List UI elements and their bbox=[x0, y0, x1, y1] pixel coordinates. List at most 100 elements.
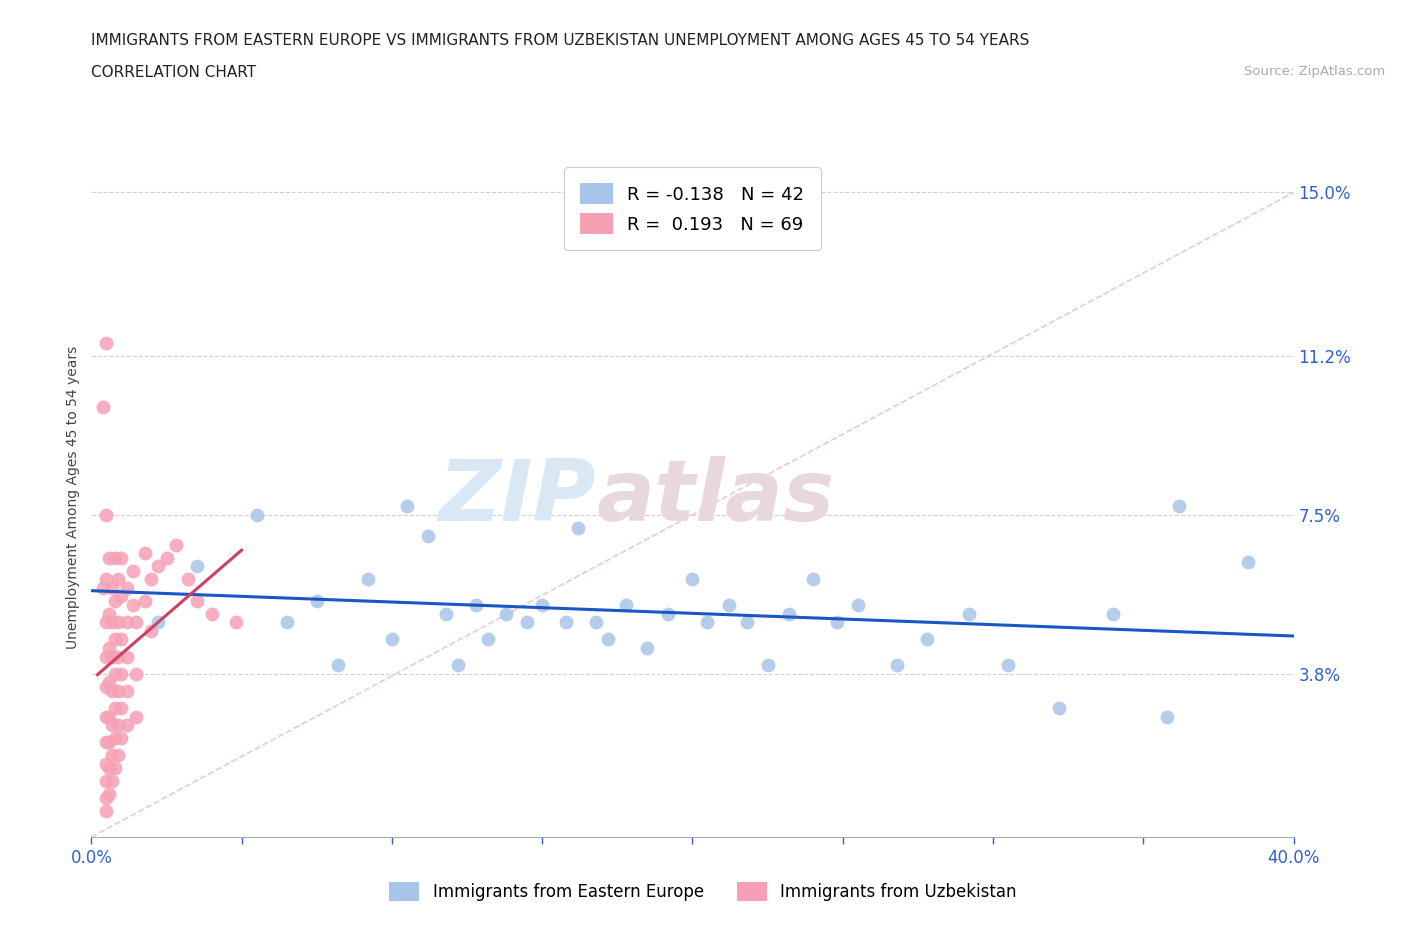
Point bbox=[96, 572, 118, 587]
Point bbox=[107, 649, 129, 664]
Point bbox=[447, 658, 470, 672]
Point bbox=[125, 615, 148, 630]
Point bbox=[98, 641, 121, 656]
Point bbox=[516, 615, 538, 630]
Point bbox=[915, 631, 938, 646]
Point bbox=[104, 593, 127, 608]
Point bbox=[122, 598, 145, 613]
Point bbox=[110, 700, 132, 715]
Point bbox=[98, 710, 121, 724]
Point bbox=[134, 593, 156, 608]
Point bbox=[614, 598, 637, 613]
Point bbox=[276, 615, 298, 630]
Point bbox=[778, 606, 800, 621]
Point bbox=[96, 774, 118, 789]
Legend: Immigrants from Eastern Europe, Immigrants from Uzbekistan: Immigrants from Eastern Europe, Immigran… bbox=[382, 875, 1024, 908]
Point bbox=[104, 551, 127, 565]
Point bbox=[96, 756, 118, 771]
Point bbox=[186, 559, 208, 574]
Point bbox=[141, 623, 163, 638]
Point bbox=[101, 774, 124, 789]
Point bbox=[93, 400, 115, 415]
Text: IMMIGRANTS FROM EASTERN EUROPE VS IMMIGRANTS FROM UZBEKISTAN UNEMPLOYMENT AMONG : IMMIGRANTS FROM EASTERN EUROPE VS IMMIGR… bbox=[91, 33, 1029, 47]
Point bbox=[122, 564, 145, 578]
Point bbox=[225, 615, 247, 630]
Point bbox=[104, 631, 127, 646]
Point bbox=[125, 710, 148, 724]
Point bbox=[681, 572, 703, 587]
Point bbox=[1102, 606, 1125, 621]
Point bbox=[117, 649, 139, 664]
Point bbox=[1237, 554, 1260, 569]
Point bbox=[416, 529, 439, 544]
Point bbox=[101, 615, 124, 630]
Point bbox=[98, 675, 121, 690]
Point bbox=[117, 718, 139, 733]
Point bbox=[98, 735, 121, 750]
Point bbox=[101, 580, 124, 595]
Point bbox=[104, 700, 127, 715]
Point bbox=[186, 593, 208, 608]
Point bbox=[381, 631, 404, 646]
Point bbox=[146, 559, 169, 574]
Point bbox=[567, 520, 589, 535]
Point bbox=[305, 593, 328, 608]
Point bbox=[555, 615, 578, 630]
Point bbox=[146, 615, 169, 630]
Y-axis label: Unemployment Among Ages 45 to 54 years: Unemployment Among Ages 45 to 54 years bbox=[66, 346, 80, 649]
Point bbox=[110, 551, 132, 565]
Point bbox=[801, 572, 824, 587]
Point bbox=[125, 666, 148, 681]
Point bbox=[465, 598, 488, 613]
Point bbox=[104, 761, 127, 776]
Point bbox=[886, 658, 908, 672]
Point bbox=[141, 572, 163, 587]
Point bbox=[110, 731, 132, 746]
Point bbox=[96, 735, 118, 750]
Point bbox=[846, 598, 869, 613]
Point bbox=[98, 606, 121, 621]
Point bbox=[101, 718, 124, 733]
Point bbox=[696, 615, 718, 630]
Point bbox=[107, 615, 129, 630]
Point bbox=[1156, 710, 1178, 724]
Point bbox=[98, 761, 121, 776]
Point bbox=[1047, 700, 1070, 715]
Point bbox=[101, 748, 124, 763]
Point bbox=[107, 572, 129, 587]
Point bbox=[357, 572, 380, 587]
Point bbox=[96, 336, 118, 351]
Point bbox=[96, 710, 118, 724]
Point bbox=[110, 589, 132, 604]
Point bbox=[717, 598, 740, 613]
Point bbox=[101, 684, 124, 698]
Point bbox=[155, 551, 177, 565]
Text: CORRELATION CHART: CORRELATION CHART bbox=[91, 65, 256, 80]
Point bbox=[657, 606, 679, 621]
Point bbox=[326, 658, 349, 672]
Point bbox=[598, 631, 620, 646]
Point bbox=[165, 538, 187, 552]
Point bbox=[93, 580, 115, 595]
Point bbox=[117, 580, 139, 595]
Point bbox=[98, 551, 121, 565]
Point bbox=[246, 507, 269, 522]
Point bbox=[101, 649, 124, 664]
Text: ZIP: ZIP bbox=[439, 456, 596, 539]
Point bbox=[585, 615, 607, 630]
Point bbox=[110, 666, 132, 681]
Point bbox=[531, 598, 554, 613]
Point bbox=[96, 649, 118, 664]
Point bbox=[495, 606, 517, 621]
Point bbox=[107, 684, 129, 698]
Point bbox=[395, 498, 418, 513]
Legend: R = -0.138   N = 42, R =  0.193   N = 69: R = -0.138 N = 42, R = 0.193 N = 69 bbox=[564, 167, 821, 250]
Point bbox=[477, 631, 499, 646]
Point bbox=[756, 658, 779, 672]
Point bbox=[107, 718, 129, 733]
Point bbox=[957, 606, 980, 621]
Point bbox=[1168, 498, 1191, 513]
Point bbox=[636, 641, 658, 656]
Point bbox=[98, 787, 121, 802]
Point bbox=[176, 572, 198, 587]
